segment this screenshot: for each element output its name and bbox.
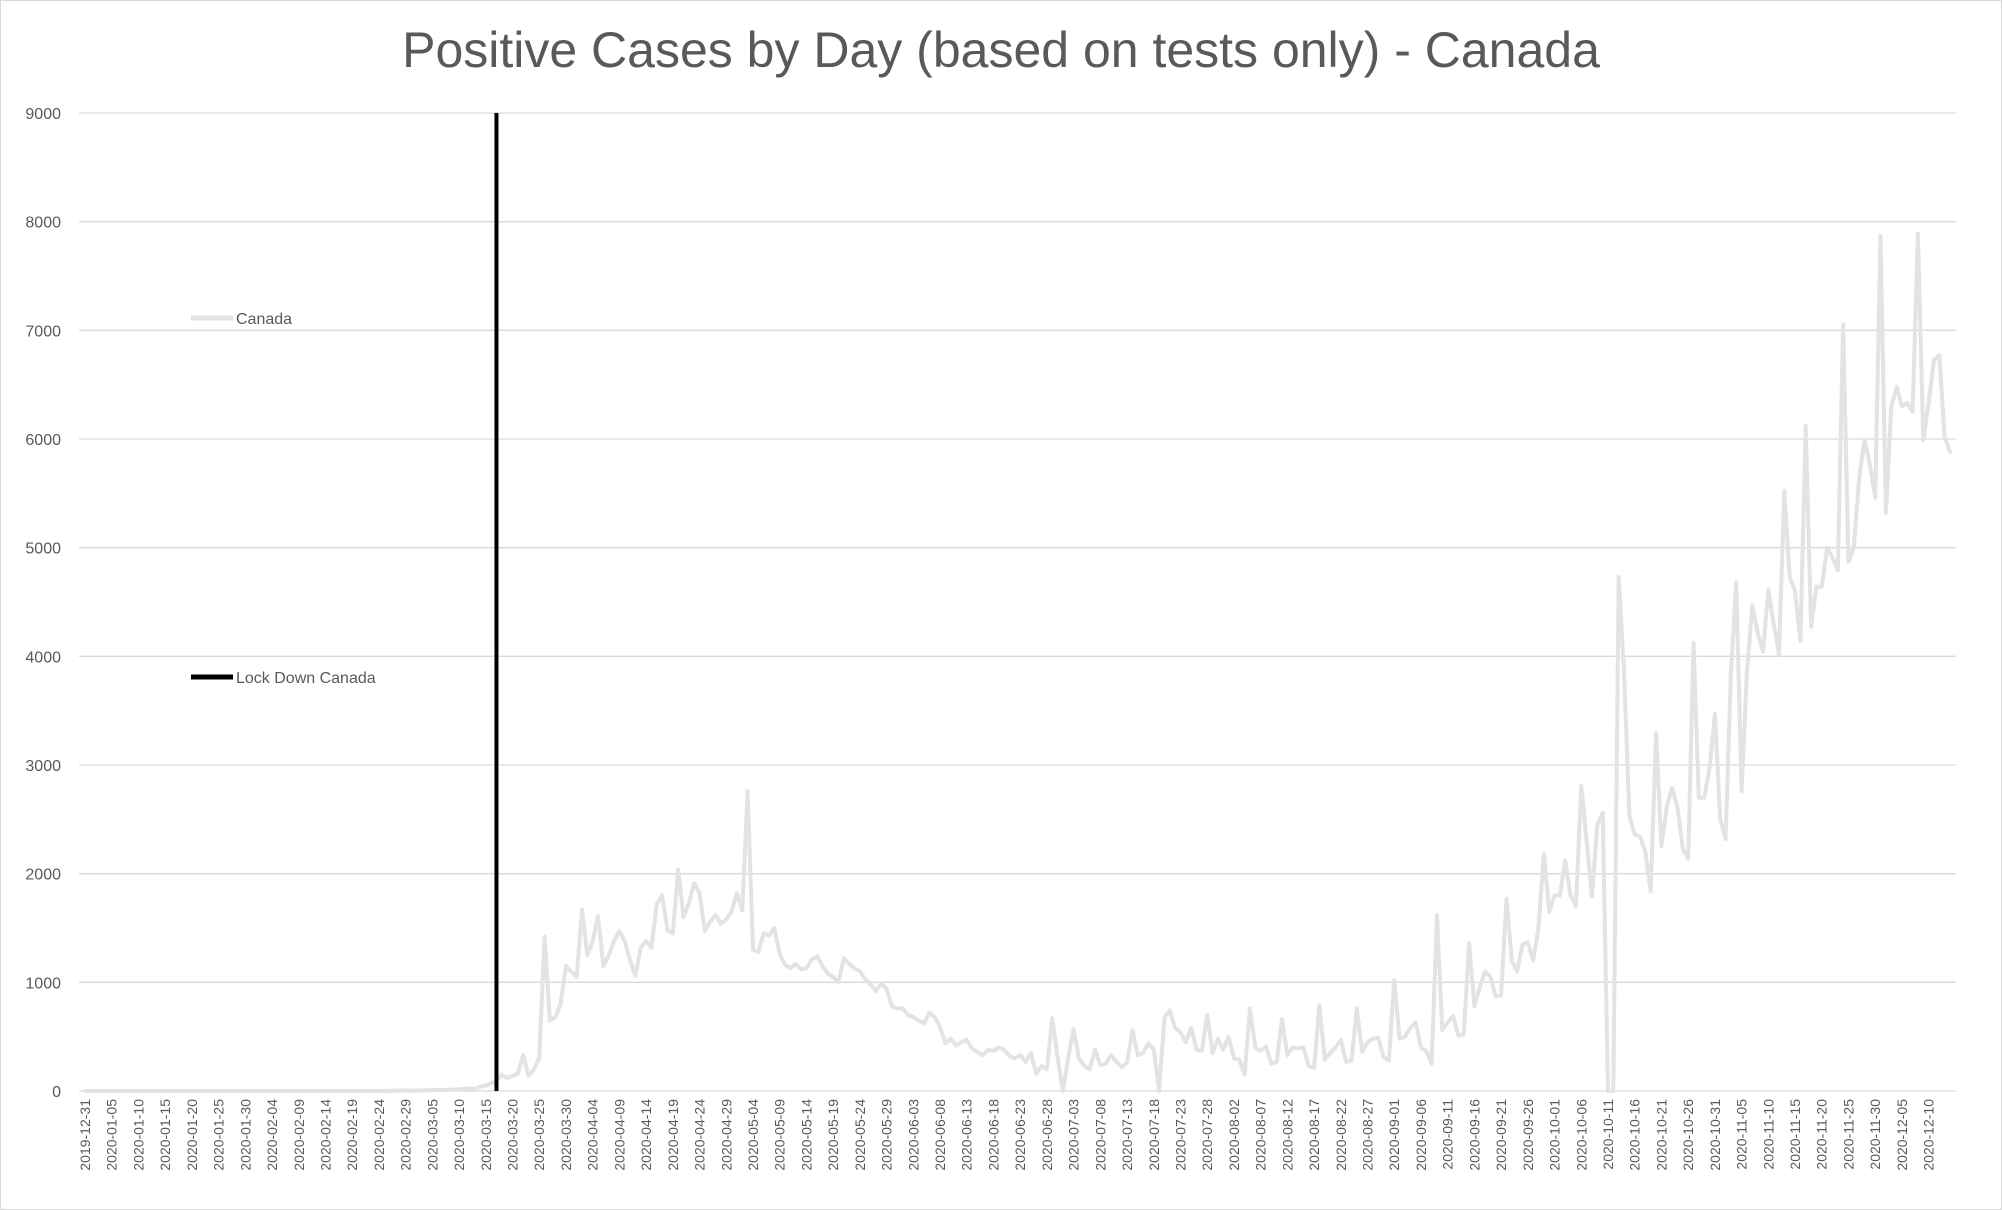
x-tick-label: 2020-01-15 (157, 1099, 173, 1171)
x-tick-label: 2020-07-08 (1092, 1099, 1108, 1171)
y-tick-label: 2000 (25, 867, 61, 884)
y-tick-label: 7000 (25, 323, 61, 340)
x-tick-label: 2020-04-09 (611, 1099, 627, 1171)
x-tick-label: 2020-11-10 (1760, 1099, 1776, 1170)
legend-label-canada: Canada (236, 311, 292, 328)
x-tick-label: 2020-02-24 (371, 1099, 387, 1171)
legend-label-lock-down-canada: Lock Down Canada (236, 670, 376, 687)
x-tick-label: 2020-05-24 (852, 1099, 868, 1171)
series-layer (83, 113, 1952, 1093)
y-tick-label: 6000 (25, 432, 61, 449)
x-tick-label: 2020-10-16 (1627, 1099, 1643, 1171)
x-tick-label: 2020-02-29 (398, 1099, 414, 1171)
x-tick-label: 2020-03-20 (505, 1099, 521, 1171)
x-tick-label: 2020-04-19 (665, 1099, 681, 1171)
x-tick-label: 2020-04-04 (585, 1099, 601, 1171)
x-tick-label: 2020-02-04 (264, 1099, 280, 1171)
x-tick-label: 2020-10-21 (1653, 1099, 1669, 1171)
x-tick-label: 2020-08-07 (1253, 1099, 1269, 1171)
chart-title: Positive Cases by Day (based on tests on… (402, 22, 1600, 78)
x-tick-label: 2020-08-12 (1279, 1099, 1295, 1171)
x-tick-label: 2020-04-14 (638, 1099, 654, 1171)
x-tick-label: 2020-03-25 (531, 1099, 547, 1171)
y-tick-label: 9000 (25, 106, 61, 123)
y-tick-label: 1000 (25, 975, 61, 992)
x-tick-label: 2020-08-27 (1360, 1099, 1376, 1171)
x-tick-label: 2020-09-11 (1440, 1099, 1456, 1170)
x-tick-label: 2020-01-05 (104, 1099, 120, 1171)
x-tick-label: 2020-06-03 (905, 1099, 921, 1171)
x-axis-ticks: 2019-12-31 2020-01-05 2020-01-10 2020-01-15… (77, 1099, 1937, 1171)
x-tick-label: 2019-12-31 (77, 1099, 93, 1171)
x-tick-label: 2020-07-13 (1119, 1099, 1135, 1171)
x-tick-label: 2020-05-19 (825, 1099, 841, 1171)
x-tick-label: 2020-01-10 (130, 1099, 146, 1171)
x-tick-label: 2020-02-14 (317, 1099, 333, 1171)
x-tick-label: 2020-10-06 (1573, 1099, 1589, 1171)
x-tick-label: 2020-02-19 (344, 1099, 360, 1171)
x-tick-label: 2020-06-23 (1012, 1099, 1028, 1171)
x-tick-label: 2020-09-16 (1466, 1099, 1482, 1171)
x-tick-label: 2020-12-10 (1921, 1099, 1937, 1171)
y-tick-label: 8000 (25, 215, 61, 232)
y-tick-label: 0 (52, 1084, 61, 1101)
x-tick-label: 2020-06-28 (1039, 1099, 1055, 1171)
x-tick-label: 2020-05-04 (745, 1099, 761, 1171)
legend: Canada Lock Down Canada (191, 311, 376, 687)
x-tick-label: 2020-01-20 (184, 1099, 200, 1171)
x-tick-label: 2020-06-08 (932, 1099, 948, 1171)
x-tick-label: 2020-06-13 (959, 1099, 975, 1171)
x-tick-label: 2020-07-28 (1199, 1099, 1215, 1171)
x-tick-label: 2020-08-02 (1226, 1099, 1242, 1171)
x-tick-label: 2020-05-29 (879, 1099, 895, 1171)
x-tick-label: 2020-03-30 (558, 1099, 574, 1171)
x-tick-label: 2020-05-14 (798, 1099, 814, 1171)
x-tick-label: 2020-08-22 (1333, 1099, 1349, 1171)
x-tick-label: 2020-12-05 (1894, 1099, 1910, 1171)
x-tick-label: 2020-10-01 (1547, 1099, 1563, 1171)
y-tick-label: 3000 (25, 758, 61, 775)
series-line-canada (83, 231, 1952, 1093)
x-tick-label: 2020-04-29 (718, 1099, 734, 1171)
y-tick-label: 4000 (25, 649, 61, 666)
x-tick-label: 2020-11-15 (1787, 1099, 1803, 1170)
x-tick-label: 2020-07-23 (1172, 1099, 1188, 1171)
x-tick-label: 2020-11-05 (1734, 1099, 1750, 1170)
x-tick-label: 2020-11-30 (1867, 1099, 1883, 1170)
x-tick-label: 2020-02-09 (291, 1099, 307, 1171)
x-tick-label: 2020-06-18 (985, 1099, 1001, 1171)
x-tick-label: 2020-03-15 (478, 1099, 494, 1171)
x-tick-label: 2020-05-09 (772, 1099, 788, 1171)
x-tick-label: 2020-01-25 (211, 1099, 227, 1171)
x-tick-label: 2020-07-18 (1146, 1099, 1162, 1171)
y-axis-ticks: 0 1000 2000 3000 4000 5000 6000 7000 8000 9000 (25, 106, 61, 1101)
x-tick-label: 2020-08-17 (1306, 1099, 1322, 1171)
x-tick-label: 2020-11-25 (1840, 1099, 1856, 1170)
x-tick-label: 2020-10-11 (1600, 1099, 1616, 1170)
x-tick-label: 2020-10-31 (1707, 1099, 1723, 1171)
x-tick-label: 2020-10-26 (1680, 1099, 1696, 1171)
x-tick-label: 2020-03-10 (451, 1099, 467, 1171)
x-tick-label: 2020-04-24 (692, 1099, 708, 1171)
x-tick-label: 2020-07-03 (1066, 1099, 1082, 1171)
x-tick-label: 2020-09-01 (1386, 1099, 1402, 1171)
x-tick-label: 2020-03-05 (424, 1099, 440, 1171)
y-tick-label: 5000 (25, 541, 61, 558)
x-tick-label: 2020-09-26 (1520, 1099, 1536, 1171)
x-tick-label: 2020-09-21 (1493, 1099, 1509, 1171)
x-tick-label: 2020-01-30 (237, 1099, 253, 1171)
x-tick-label: 2020-11-20 (1814, 1099, 1830, 1170)
gridlines (79, 112, 1956, 1092)
x-tick-label: 2020-09-06 (1413, 1099, 1429, 1171)
